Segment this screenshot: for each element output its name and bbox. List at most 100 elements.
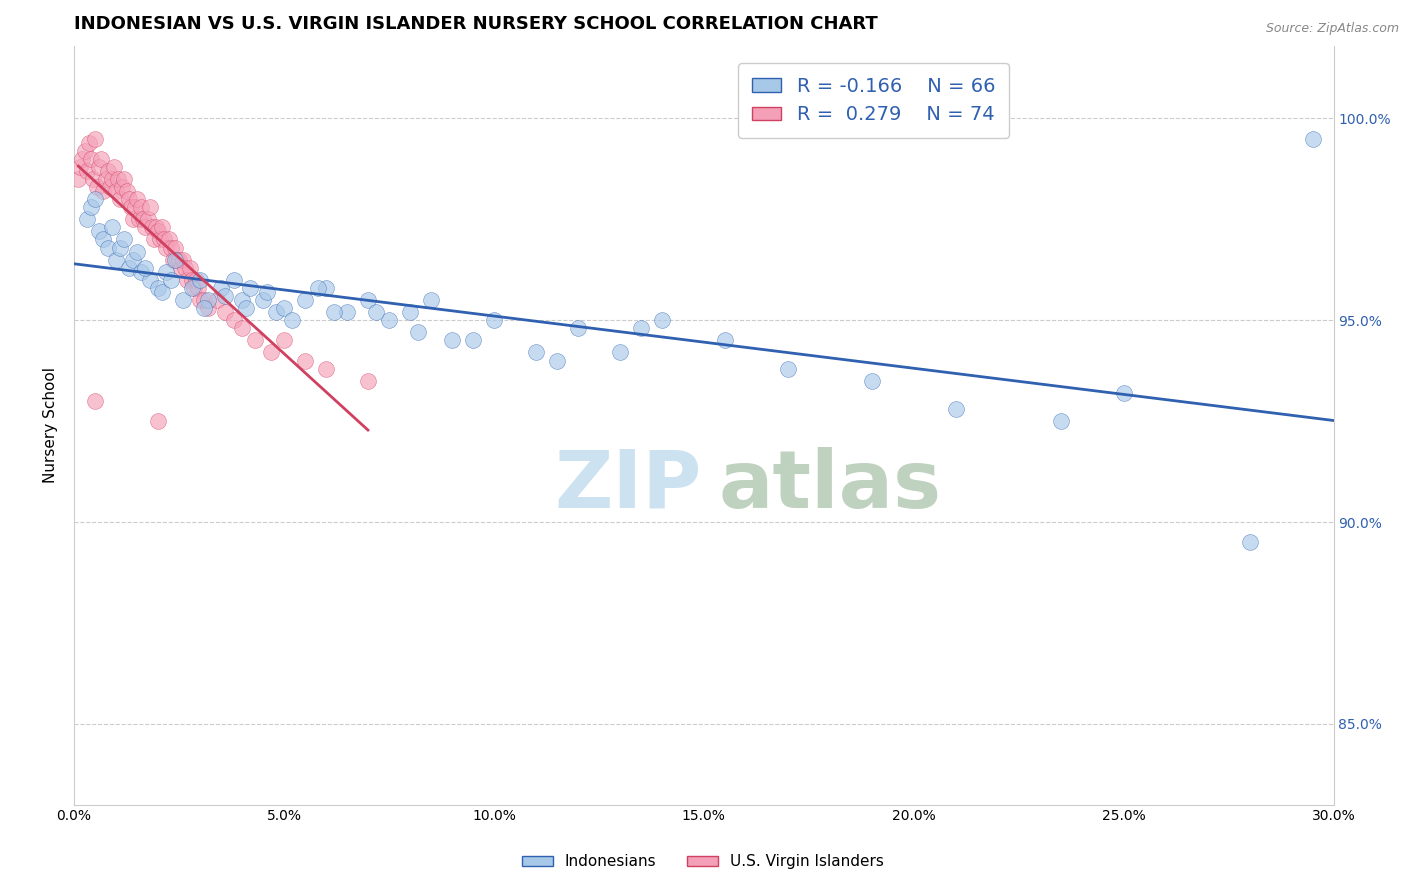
Legend: R = -0.166    N = 66, R =  0.279    N = 74: R = -0.166 N = 66, R = 0.279 N = 74 xyxy=(738,63,1010,138)
Legend: Indonesians, U.S. Virgin Islanders: Indonesians, U.S. Virgin Islanders xyxy=(516,848,890,875)
Point xyxy=(84,192,107,206)
Point xyxy=(153,232,176,246)
Y-axis label: Nursery School: Nursery School xyxy=(44,368,58,483)
Point xyxy=(231,293,253,307)
Point xyxy=(134,260,156,275)
Point xyxy=(124,200,146,214)
Point xyxy=(222,313,245,327)
Point xyxy=(273,334,295,348)
Point xyxy=(419,293,441,307)
Point xyxy=(860,374,883,388)
Point xyxy=(366,305,388,319)
Point xyxy=(163,240,186,254)
Point xyxy=(609,345,631,359)
Point xyxy=(128,212,150,227)
Point xyxy=(188,293,211,307)
Point xyxy=(110,240,132,254)
Point xyxy=(1049,414,1071,428)
Point xyxy=(80,152,103,166)
Point xyxy=(114,172,136,186)
Point xyxy=(82,172,104,186)
Point xyxy=(357,293,380,307)
Point xyxy=(132,212,155,227)
Point xyxy=(243,334,266,348)
Point xyxy=(110,192,132,206)
Point xyxy=(193,293,215,307)
Point xyxy=(125,192,148,206)
Point xyxy=(159,273,181,287)
Point xyxy=(408,326,430,340)
Point xyxy=(90,152,112,166)
Point xyxy=(97,240,120,254)
Point xyxy=(945,402,967,417)
Point xyxy=(187,281,209,295)
Point xyxy=(94,172,117,186)
Point xyxy=(120,200,142,214)
Point xyxy=(281,313,304,327)
Point xyxy=(67,172,90,186)
Point xyxy=(315,281,337,295)
Point xyxy=(651,313,673,327)
Point xyxy=(294,353,316,368)
Point xyxy=(101,220,124,235)
Point xyxy=(155,240,177,254)
Point xyxy=(1239,535,1261,549)
Point xyxy=(149,232,172,246)
Point xyxy=(134,220,156,235)
Point xyxy=(264,305,287,319)
Point xyxy=(1302,131,1324,145)
Point xyxy=(105,252,128,267)
Point xyxy=(129,265,152,279)
Point xyxy=(136,212,159,227)
Point xyxy=(155,265,177,279)
Point xyxy=(461,334,484,348)
Point xyxy=(482,313,505,327)
Point xyxy=(176,273,198,287)
Point xyxy=(184,273,207,287)
Point xyxy=(162,252,184,267)
Point xyxy=(183,281,205,295)
Point xyxy=(142,232,165,246)
Point xyxy=(214,305,236,319)
Point xyxy=(76,212,98,227)
Point xyxy=(150,220,173,235)
Point xyxy=(222,273,245,287)
Point xyxy=(107,172,129,186)
Point xyxy=(118,260,141,275)
Point xyxy=(121,252,143,267)
Point xyxy=(399,305,422,319)
Point xyxy=(256,285,278,299)
Point xyxy=(323,305,346,319)
Point xyxy=(111,180,134,194)
Point xyxy=(714,334,737,348)
Point xyxy=(239,281,262,295)
Point xyxy=(69,160,91,174)
Point xyxy=(197,293,219,307)
Point xyxy=(378,313,401,327)
Point xyxy=(115,184,138,198)
Point xyxy=(180,281,202,295)
Point xyxy=(167,252,190,267)
Point xyxy=(93,184,115,198)
Point xyxy=(294,293,316,307)
Point xyxy=(776,361,799,376)
Point xyxy=(72,152,94,166)
Text: Source: ZipAtlas.com: Source: ZipAtlas.com xyxy=(1265,22,1399,36)
Point xyxy=(172,252,194,267)
Point xyxy=(93,232,115,246)
Point xyxy=(235,301,257,315)
Point xyxy=(205,293,228,307)
Point xyxy=(336,305,359,319)
Point xyxy=(97,163,120,178)
Point xyxy=(150,285,173,299)
Point xyxy=(101,172,124,186)
Point xyxy=(197,301,219,315)
Point xyxy=(103,160,125,174)
Point xyxy=(114,232,136,246)
Point xyxy=(315,361,337,376)
Point xyxy=(273,301,295,315)
Point xyxy=(159,240,181,254)
Point xyxy=(172,293,194,307)
Point xyxy=(84,393,107,408)
Point xyxy=(146,224,169,238)
